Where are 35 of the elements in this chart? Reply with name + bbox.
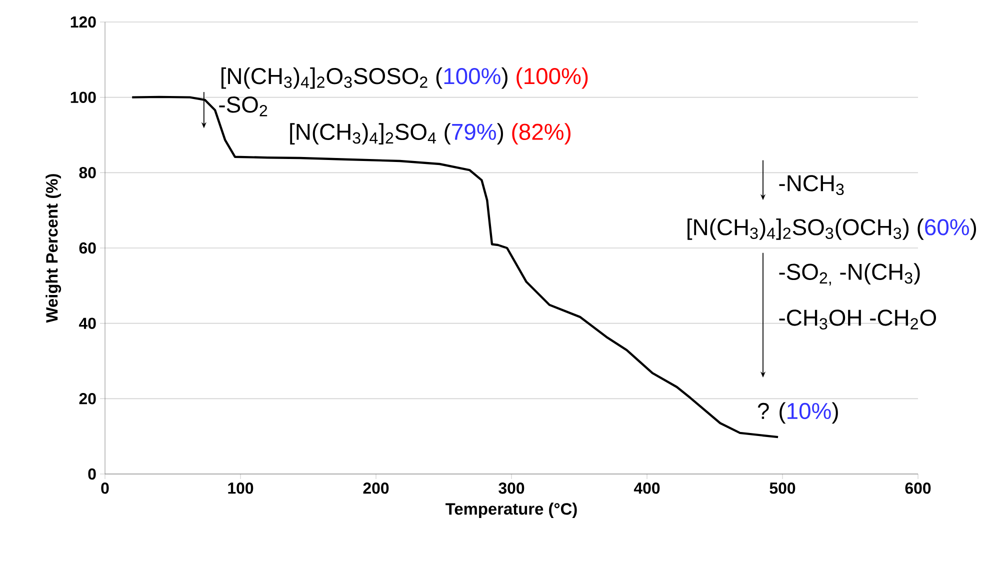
y-tick-label: 40: [78, 318, 96, 329]
annotation: -CH$_{3}$OH -CH$_{2}$O: [779, 310, 936, 330]
x-tick-label: 600: [905, 482, 931, 494]
y-tick-label: 120: [70, 16, 96, 28]
x-tick-label: 100: [228, 482, 254, 494]
annotation: 10%: [788, 402, 831, 420]
text: ): [970, 218, 976, 240]
y-axis-title: Weight Percent (%): [46, 174, 62, 323]
annotation: 100%: [444, 68, 500, 84]
annotation: 79%: [452, 124, 496, 140]
annotation: ): [496, 123, 503, 145]
annotation: -SO$_{2}$: [219, 96, 268, 116]
x-axis-title: Temperature (°C): [446, 502, 577, 518]
x-tick-label: 300: [498, 482, 524, 494]
annotation: ): [501, 67, 508, 89]
y-tick-label: 0: [88, 468, 96, 480]
annotation: (100%): [516, 67, 588, 89]
text: [N(CH$_{3}$)$_{4}$]$_{2}$O$_{3}$SOSO$_{2}$ (: [221, 67, 442, 89]
line-series: [131, 96, 780, 438]
x-tick-label: 400: [634, 482, 660, 494]
annotation: -SO$_{2,}$ -N(CH$_{3}$): [779, 263, 920, 286]
text: 60%: [925, 219, 969, 236]
y-tick-label: 100: [70, 92, 96, 103]
y-tick-label: 60: [79, 242, 96, 254]
text: [N(CH$_{3}$)$_{4}$]$_{2}$SO$_{4}$ (: [290, 123, 451, 145]
annotation: ? (: [758, 402, 786, 424]
text: [N(CH$_{3}$)$_{4}$]$_{2}$SO$_{3}$(OCH$_{3}$) (: [688, 218, 924, 240]
x-tick-label: 200: [363, 482, 389, 494]
annotation: -NCH$_{3}$: [779, 175, 844, 196]
y-tick-label: 80: [79, 167, 96, 178]
annotation: (82%): [512, 123, 570, 145]
x-tick-label: 0: [101, 482, 109, 494]
annotation: ): [832, 402, 838, 424]
x-tick-label: 500: [770, 482, 796, 494]
y-tick-label: 20: [79, 393, 96, 404]
